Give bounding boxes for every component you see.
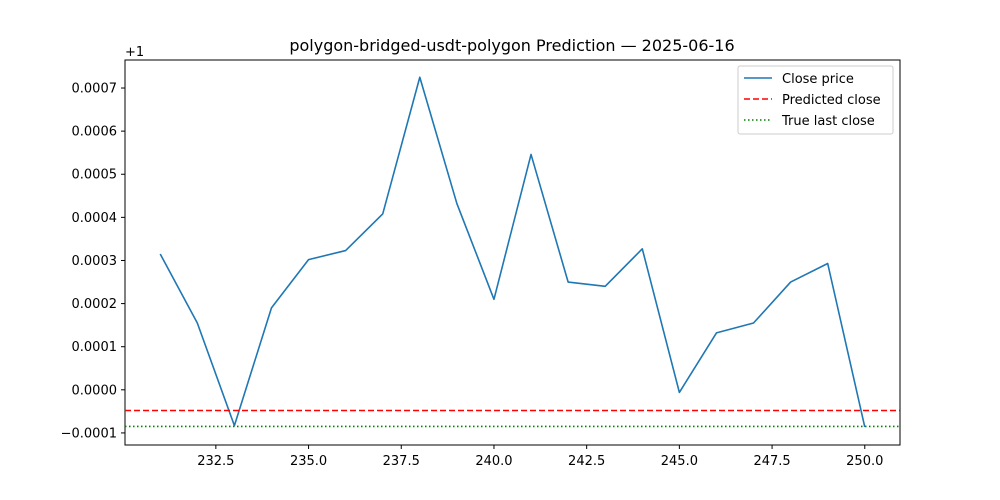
x-tick-label: 235.0	[290, 454, 327, 469]
x-tick-label: 245.0	[661, 454, 698, 469]
x-tick-label: 240.0	[475, 454, 512, 469]
y-tick-label: 0.0006	[72, 125, 118, 140]
x-tick-label: 250.0	[846, 454, 883, 469]
y-tick-label: 0.0003	[72, 254, 118, 269]
y-tick-label: −0.0001	[61, 426, 117, 441]
legend-label-predicted-close: Predicted close	[782, 93, 881, 108]
legend-label-true-last-close: True last close	[781, 114, 875, 129]
x-tick-label: 247.5	[753, 454, 790, 469]
y-tick-label: 0.0000	[72, 383, 118, 398]
y-tick-label: 0.0001	[72, 340, 118, 355]
x-tick-label: 232.5	[197, 454, 234, 469]
legend-label-close-price: Close price	[782, 72, 854, 87]
y-tick-label: 0.0007	[72, 82, 118, 97]
y-tick-label: 0.0004	[72, 211, 118, 226]
plot-frame	[124, 59, 901, 446]
legend-box	[737, 65, 894, 135]
close-price-line	[159, 76, 866, 428]
x-tick-label: 237.5	[383, 454, 420, 469]
x-tick-label: 242.5	[568, 454, 605, 469]
y-tick-label: 0.0002	[72, 297, 118, 312]
y-offset-label: +1	[125, 45, 144, 60]
chart-title: polygon-bridged-usdt-polygon Prediction …	[289, 36, 734, 55]
y-tick-label: 0.0005	[72, 168, 118, 183]
legend: Close price Predicted close True last cl…	[737, 65, 894, 135]
